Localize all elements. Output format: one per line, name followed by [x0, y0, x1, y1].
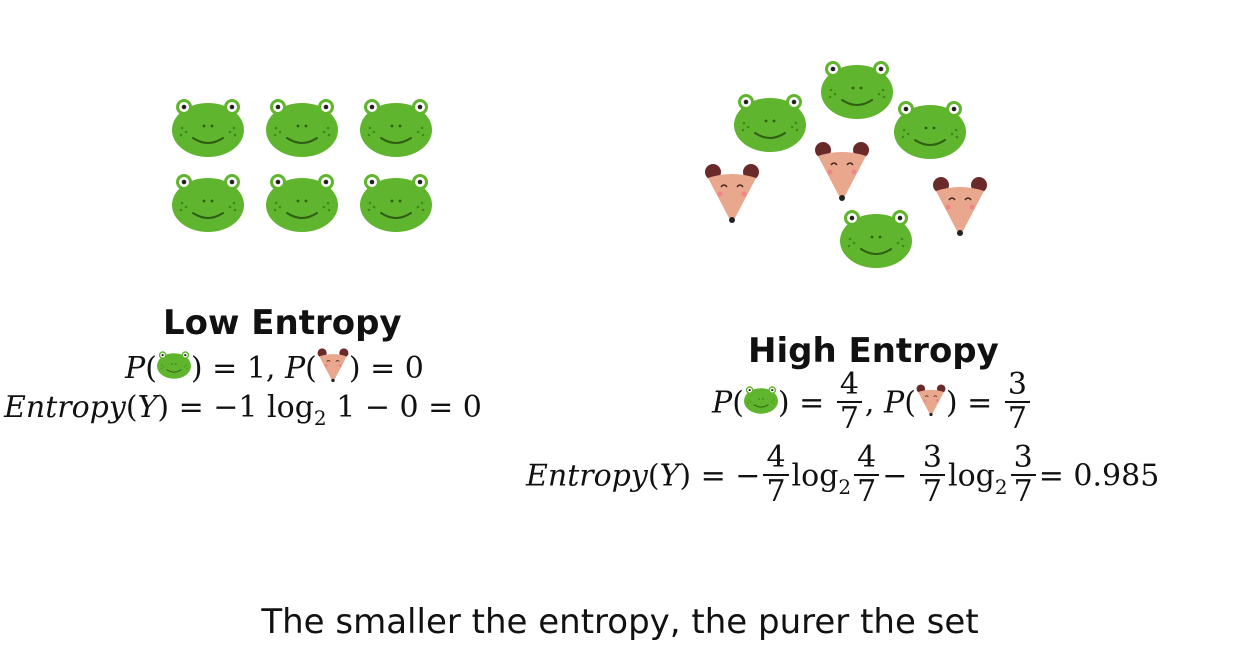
caption: The smaller the entropy, the purer the s…: [261, 602, 979, 642]
low-entropy-probability: P() = 1, P() = 0: [125, 345, 424, 395]
frog-icon: [839, 209, 913, 269]
low-entropy-formula: Entropy(Y) = −1 log2 1 − 0 = 0: [4, 390, 482, 430]
low-entropy-frog-grid: [160, 88, 460, 238]
high-entropy-formula: Entropy(Y) = −4 7 log2 4 7− 3 7 log2 3 7 = 0.985: [526, 440, 1160, 509]
high-entropy-mixed-set: [690, 55, 1010, 270]
frog-icon: [359, 98, 433, 158]
mouse-icon: [916, 380, 946, 426]
frog-icon: [743, 384, 779, 422]
frog-icon: [820, 60, 894, 120]
frog-icon: [156, 348, 192, 388]
mouse-icon: [932, 176, 988, 237]
mouse-icon: [704, 163, 760, 224]
frog-icon: [359, 173, 433, 233]
frog-icon: [171, 98, 245, 158]
entropy-result: 0.985: [1073, 458, 1160, 494]
frog-icon: [733, 93, 807, 153]
mouse-icon: [814, 141, 870, 202]
frog-icon: [893, 100, 967, 160]
mouse-icon: [317, 343, 349, 393]
high-entropy-heading: High Entropy: [748, 331, 999, 371]
frog-icon: [265, 173, 339, 233]
low-entropy-heading: Low Entropy: [163, 303, 402, 343]
frog-icon: [265, 98, 339, 158]
frog-icon: [171, 173, 245, 233]
